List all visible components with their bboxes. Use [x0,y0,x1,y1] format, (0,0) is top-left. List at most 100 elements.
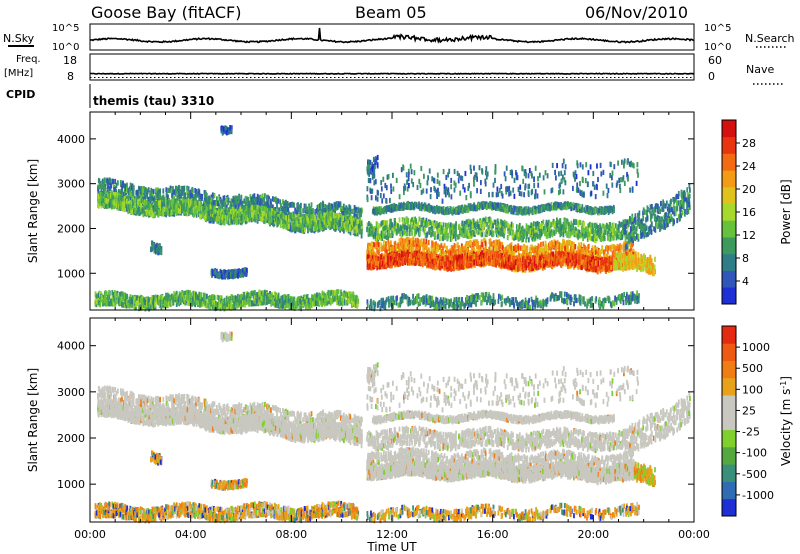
power-cell [212,217,214,223]
power-cell [217,203,220,209]
power-cell [285,211,288,217]
power-cell [199,214,202,220]
power-cell [107,298,110,304]
power-cell [204,203,206,209]
power-cell [182,199,185,205]
power-cell [274,219,277,225]
power-cell [342,206,345,212]
power-cell [116,197,119,204]
power-cell [242,217,245,223]
power-cell [102,178,104,184]
power-cell [300,306,303,312]
power-cell [223,126,225,132]
power-cell [323,212,326,218]
power-cell [131,302,134,308]
power-cell [185,206,188,212]
power-cell [216,304,219,311]
power-cell [179,199,182,205]
power-cell [188,299,191,305]
power-cell [180,291,183,297]
power-cell [195,299,198,305]
power-cell [302,220,305,226]
power-cell [267,296,270,302]
power-cell [324,204,326,210]
power-cell [165,298,168,304]
power-cell [425,243,428,249]
power-cell [322,207,325,213]
power-cell [173,201,176,207]
power-cell [233,296,236,302]
power-cell [359,229,361,235]
power-cell [163,203,166,209]
power-cell [171,203,174,209]
power-cell [292,202,295,208]
power-cell [321,215,324,221]
power-cell [148,302,151,308]
power-cell [125,202,128,209]
power-cell [353,215,356,221]
power-cell [105,193,107,199]
power-cell [227,127,230,133]
power-cell [180,200,183,206]
power-cell [314,216,317,222]
power-cell [117,203,120,209]
power-cell [263,290,266,296]
power-cell [221,203,224,209]
power-cell [112,203,115,209]
power-cell [281,207,284,213]
power-cell [100,183,102,189]
power-cell [278,207,281,213]
power-cell [395,244,398,250]
power-cell [149,298,152,304]
power-cell [294,214,297,220]
power-cell [156,247,159,253]
power-cell [453,243,456,249]
power-cell [299,206,302,213]
power-cell [132,191,135,197]
power-cell [338,295,340,301]
power-cell [97,194,100,200]
power-cell [247,298,249,304]
power-cell [118,301,121,307]
power-cell [142,212,145,218]
power-heatmap [94,125,691,312]
power-cell [339,221,341,227]
power-cell [158,300,160,306]
power-cell [260,200,263,206]
power-cell [255,298,258,304]
power-cell [200,213,203,219]
power-cell [188,202,191,208]
power-cell [129,182,132,188]
power-cell [425,238,428,245]
power-cell [178,208,181,214]
power-cell [170,206,173,212]
power-cell [352,228,355,234]
power-cell [159,193,161,199]
power-cell [261,197,264,203]
power-cell [167,297,169,303]
power-cell [237,293,239,300]
power-cell [146,204,149,210]
power-cell [299,227,302,233]
power-cell [268,293,271,299]
power-cell [240,294,242,301]
power-cell [231,219,234,225]
power-cell [208,296,211,303]
power-cell [283,223,286,229]
power-cell [260,299,263,305]
power-cell [243,299,246,305]
power-cell [405,246,408,252]
power-cell [174,294,176,300]
power-cell [354,229,357,235]
nsky-label: N.Sky [3,32,35,45]
power-cell [300,299,303,306]
power-cell [132,299,134,305]
power-cell [312,301,314,307]
power-cell [403,238,405,244]
power-cell [404,245,407,251]
power-cell [131,295,134,301]
power-cell [252,301,255,307]
date-title: 06/Nov/2010 [585,3,688,22]
power-cell [242,272,245,278]
power-cell [243,211,246,217]
